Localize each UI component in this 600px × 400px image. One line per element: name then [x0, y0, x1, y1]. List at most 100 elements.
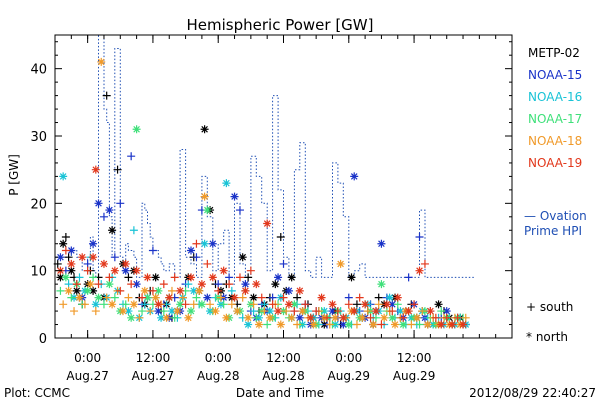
x-tick-label-time: 12:00: [397, 351, 432, 365]
data-point: [358, 314, 366, 322]
x-axis-label: Date and Time: [236, 386, 324, 400]
x-tick-label-time: 0:00: [205, 351, 232, 365]
data-point: [78, 253, 86, 261]
data-point: [173, 307, 181, 315]
data-point: [285, 287, 293, 295]
hemispheric-power-chart: Hemispheric Power [GW] P [GW] Date and T…: [0, 0, 600, 400]
data-point: [233, 307, 241, 315]
data-point: [59, 172, 67, 180]
x-tick-label-date: Aug.27: [66, 369, 109, 383]
data-point: [222, 314, 230, 322]
data-point: [176, 287, 184, 295]
y-tick-label: 0: [39, 332, 47, 347]
data-point: [75, 294, 83, 302]
data-point: [133, 267, 141, 275]
data-point: [459, 321, 467, 329]
data-point: [108, 300, 116, 308]
data-point: [108, 226, 116, 234]
y-axis-label: P [GW]: [7, 154, 21, 196]
data-point: [277, 321, 285, 329]
data-point: [127, 314, 135, 322]
data-point: [95, 199, 103, 207]
x-tick-label-date: Aug.27: [132, 369, 175, 383]
data-point: [377, 280, 385, 288]
data-point: [67, 260, 75, 268]
ovation-legend-label-2: Prime HPI: [524, 224, 582, 238]
data-point: [211, 307, 219, 315]
data-point: [152, 273, 160, 281]
data-point: [130, 300, 138, 308]
data-point: [255, 321, 263, 329]
data-point: [95, 294, 103, 302]
data-point: [187, 273, 195, 281]
data-point: [274, 307, 282, 315]
data-point: [119, 307, 127, 315]
data-point: [62, 273, 70, 281]
data-point: [231, 193, 239, 201]
data-point: [372, 307, 380, 315]
data-point: [328, 300, 336, 308]
legend-noaa-18: NOAA-18: [528, 134, 582, 148]
y-tick-label: 10: [30, 265, 47, 280]
data-point: [239, 253, 247, 261]
data-point: [377, 240, 385, 248]
data-point: [394, 294, 402, 302]
data-point: [426, 307, 434, 315]
legend-symbol-north: * north: [526, 330, 568, 344]
data-point: [133, 125, 141, 133]
data-point: [307, 314, 315, 322]
data-point: [244, 314, 252, 322]
x-tick-label-time: 0:00: [74, 351, 101, 365]
data-point: [97, 58, 105, 66]
data-point: [105, 206, 113, 214]
data-point: [318, 294, 326, 302]
data-point: [220, 267, 228, 275]
data-point: [266, 314, 274, 322]
data-point: [437, 321, 445, 329]
legend-noaa-17: NOAA-17: [528, 112, 582, 126]
legend-metp-02: METP-02: [528, 46, 580, 60]
data-point: [165, 294, 173, 302]
x-tick-label-date: Aug.28: [197, 369, 240, 383]
data-point: [337, 260, 345, 268]
data-point: [413, 314, 421, 322]
data-point: [263, 220, 271, 228]
y-tick-label: 20: [30, 197, 47, 212]
legend-symbol-south: + south: [526, 300, 573, 314]
legend-noaa-16: NOAA-16: [528, 90, 582, 104]
data-point: [111, 267, 119, 275]
data-point: [209, 273, 217, 281]
data-point: [100, 260, 108, 268]
data-point: [231, 294, 239, 302]
data-point: [143, 273, 151, 281]
data-point: [86, 280, 94, 288]
data-point: [187, 246, 195, 254]
plot-timestamp: 2012/08/29 22:40:27: [469, 386, 596, 400]
x-tick-label-time: 12:00: [136, 351, 171, 365]
data-point: [339, 314, 347, 322]
x-tick-label-date: Aug.29: [393, 369, 436, 383]
data-point: [241, 287, 249, 295]
data-point: [296, 287, 304, 295]
data-point: [448, 321, 456, 329]
legend-noaa-15: NOAA-15: [528, 68, 582, 82]
x-tick-label-time: 12:00: [266, 351, 301, 365]
data-point: [424, 321, 432, 329]
data-point: [361, 300, 369, 308]
chart-title: Hemispheric Power [GW]: [187, 16, 374, 34]
data-point: [416, 267, 424, 275]
data-point: [222, 179, 230, 187]
y-tick-label: 40: [30, 63, 47, 78]
data-point: [184, 314, 192, 322]
data-point: [383, 300, 391, 308]
data-point: [288, 273, 296, 281]
y-tick-label: 30: [30, 130, 47, 145]
data-point: [89, 253, 97, 261]
data-point: [350, 307, 358, 315]
x-tick-label-date: Aug.29: [328, 369, 371, 383]
data-point: [405, 307, 413, 315]
data-point: [203, 206, 211, 214]
data-point: [252, 280, 260, 288]
data-point: [209, 240, 217, 248]
data-point: [154, 300, 162, 308]
